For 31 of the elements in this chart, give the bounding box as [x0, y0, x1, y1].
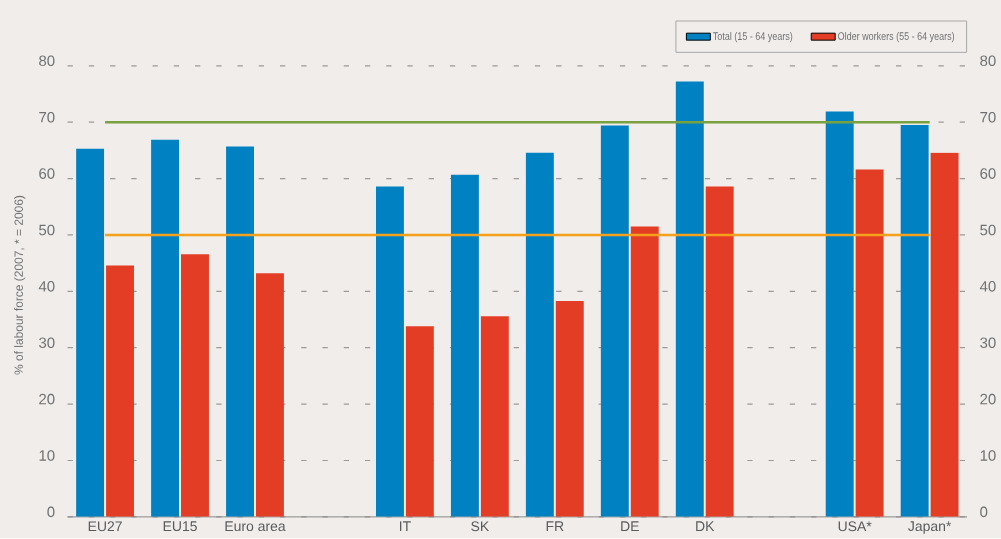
y2-tick-label: 0 [980, 506, 988, 518]
y2-tick-label: 30 [980, 337, 996, 349]
x-tick-label: FR [546, 521, 564, 532]
y2-tick-label: 10 [980, 450, 996, 462]
y2-tick-label: 70 [980, 112, 996, 123]
x-tick-label: SK [471, 521, 490, 532]
y2-tick-label: 80 [980, 55, 996, 67]
x-tick-label: EU15 [163, 521, 197, 532]
legend-label: Total (15 - 64 years) [713, 32, 793, 43]
y-tick-label: 10 [39, 450, 55, 462]
x-tick-label: DE [621, 521, 639, 532]
x-tick-label: DK [696, 521, 715, 532]
y2-tick-label: 50 [980, 224, 996, 236]
y-tick-label: 70 [39, 112, 55, 123]
y-axis-title: % of labour force (2007, * = 2006) [14, 196, 26, 375]
x-tick-label: Euro area [225, 521, 286, 532]
y2-tick-label: 20 [980, 394, 996, 405]
x-tick-label: Japan* [908, 521, 952, 535]
x-tick-label: USA* [838, 521, 872, 532]
y-tick-label: 0 [47, 506, 55, 518]
y-tick-label: 80 [39, 55, 55, 67]
y-tick-label: 50 [39, 224, 55, 236]
legend-label: Older workers (55 - 64 years) [838, 32, 955, 43]
x-tick-label: EU27 [88, 521, 122, 532]
y-tick-label: 30 [39, 337, 55, 349]
y-tick-label: 40 [38, 281, 55, 292]
y-tick-label: 60 [39, 168, 55, 180]
y2-tick-label: 60 [980, 168, 996, 180]
x-tick-label: IT [399, 521, 411, 532]
y2-tick-label: 40 [979, 281, 996, 292]
y-tick-label: 20 [39, 394, 55, 405]
